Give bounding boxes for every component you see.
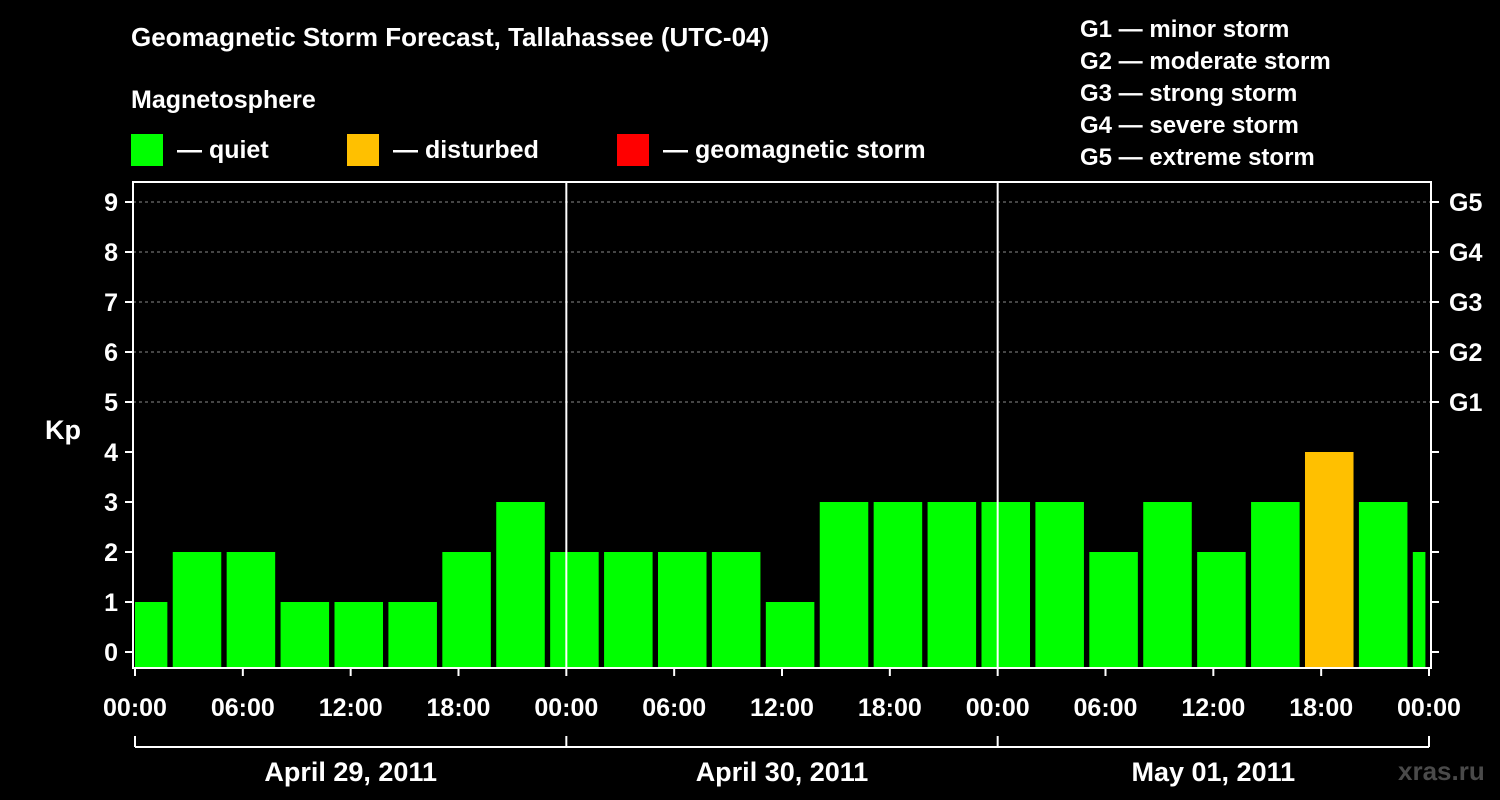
day-label: May 01, 2011	[1132, 757, 1296, 787]
x-tick-label: 12:00	[319, 694, 383, 722]
chart-title: Geomagnetic Storm Forecast, Tallahassee …	[131, 22, 770, 52]
x-tick-label: 06:00	[1074, 694, 1138, 722]
g-scale-legend: G1 — minor storm G2 — moderate storm G3 …	[1080, 14, 1331, 174]
kp-bar	[819, 502, 869, 668]
y-tick-label: 9	[104, 189, 118, 217]
g-scale-item-g2: G2 — moderate storm	[1080, 48, 1331, 75]
kp-bar	[711, 552, 761, 668]
kp-bar	[1304, 452, 1354, 668]
kp-bar	[226, 552, 276, 668]
kp-bar	[1412, 552, 1426, 668]
kp-bar	[388, 602, 437, 668]
kp-bar	[1143, 502, 1192, 668]
day-label: April 29, 2011	[264, 757, 437, 787]
kp-bar	[1035, 502, 1084, 668]
legend-item-disturbed: — disturbed	[347, 133, 539, 167]
g-scale-item-g4: G4 — severe storm	[1080, 112, 1299, 139]
y-axis-label: Kp	[45, 415, 81, 445]
kp-bar	[172, 552, 222, 668]
kp-bar	[550, 552, 599, 668]
y-tick-label: 7	[104, 289, 118, 317]
kp-bar	[1251, 502, 1300, 668]
legend-item-quiet: — quiet	[131, 133, 269, 167]
kp-bar	[1358, 502, 1408, 668]
kp-bar	[981, 502, 1031, 668]
kp-bar	[1089, 552, 1138, 668]
x-tick-label: 06:00	[211, 694, 275, 722]
kp-bar	[442, 552, 491, 668]
g-scale-item-g1: G1 — minor storm	[1080, 16, 1290, 43]
x-tick-label: 12:00	[750, 694, 814, 722]
kp-bar	[334, 602, 384, 668]
x-tick-label: 18:00	[427, 694, 491, 722]
g-scale-tick-label: G4	[1449, 239, 1482, 267]
day-label: April 30, 2011	[696, 757, 869, 787]
x-tick-label: 06:00	[642, 694, 706, 722]
y-tick-label: 2	[104, 539, 118, 567]
x-tick-label: 00:00	[966, 694, 1030, 722]
kp-bar	[604, 552, 653, 668]
x-tick-label: 18:00	[1289, 694, 1353, 722]
y-tick-label: 4	[104, 439, 118, 467]
y-tick-label: 0	[104, 639, 118, 667]
kp-bar	[280, 602, 330, 668]
legend-swatch-disturbed	[347, 134, 379, 166]
kp-bar	[496, 502, 545, 668]
kp-bar	[765, 602, 815, 668]
legend-label-quiet: — quiet	[177, 135, 269, 164]
g-scale-tick-label: G2	[1449, 339, 1482, 367]
g-scale-item-g3: G3 — strong storm	[1080, 80, 1298, 107]
kp-bar	[927, 502, 977, 668]
x-tick-label: 12:00	[1181, 694, 1245, 722]
g-scale-tick-label: G3	[1449, 289, 1482, 317]
kp-bar	[1197, 552, 1246, 668]
y-tick-label: 5	[104, 389, 118, 417]
x-tick-label: 18:00	[858, 694, 922, 722]
legend-label-disturbed: — disturbed	[393, 135, 539, 164]
g-scale-tick-label: G5	[1449, 189, 1482, 217]
kp-bar	[873, 502, 923, 668]
x-tick-label: 00:00	[103, 694, 167, 722]
y-tick-label: 6	[104, 339, 118, 367]
kp-bar	[135, 602, 168, 668]
y-tick-label: 1	[104, 589, 118, 617]
legend-swatch-storm	[617, 134, 649, 166]
y-tick-label: 3	[104, 489, 118, 517]
y-tick-label: 8	[104, 239, 118, 267]
legend-item-storm: — geomagnetic storm	[617, 133, 926, 167]
x-tick-label: 00:00	[1397, 694, 1461, 722]
watermark: xras.ru	[1398, 756, 1485, 786]
kp-bar	[657, 552, 707, 668]
g-scale-tick-label: G1	[1449, 389, 1482, 417]
legend-swatch-quiet	[131, 134, 163, 166]
x-tick-label: 00:00	[534, 694, 598, 722]
g-scale-item-g5: G5 — extreme storm	[1080, 144, 1315, 171]
legend-subtitle: Magnetosphere	[131, 86, 316, 114]
legend-label-storm: — geomagnetic storm	[663, 135, 926, 164]
